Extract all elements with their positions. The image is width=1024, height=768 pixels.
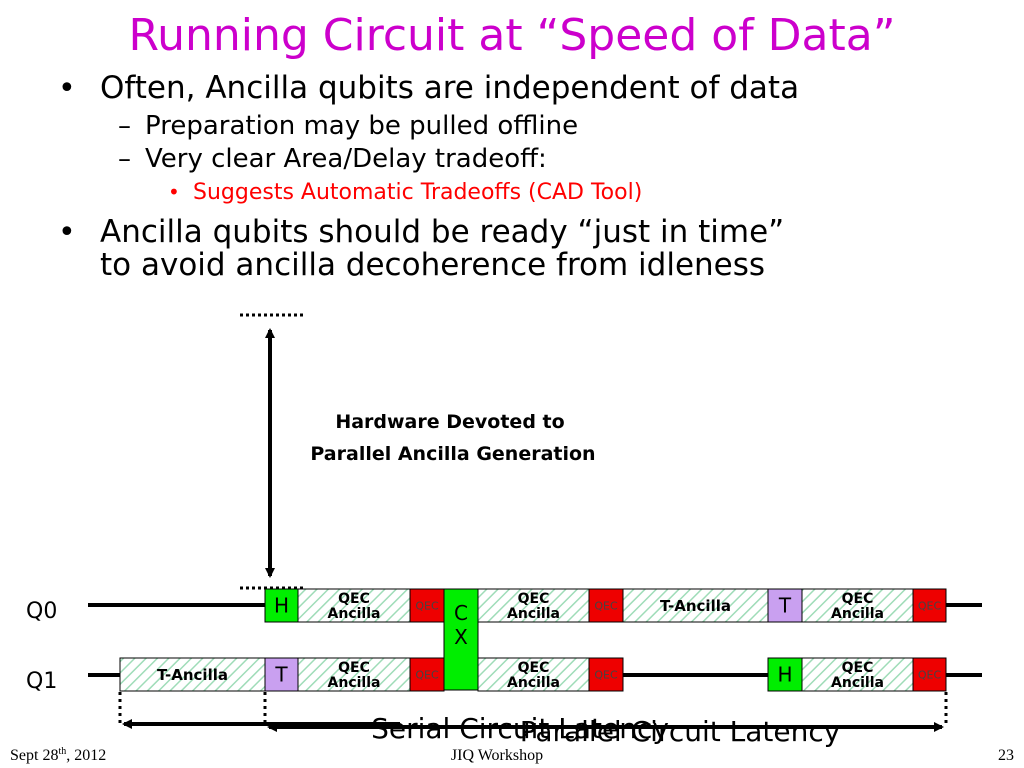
- gate-label: QEC Ancilla: [831, 660, 884, 691]
- gate-label: QEC: [918, 599, 942, 612]
- gate-label: QEC Ancilla: [507, 660, 560, 691]
- date-superscript: th: [58, 746, 66, 757]
- qubit-label: Q1: [26, 669, 57, 694]
- gate-label-line: QEC: [594, 668, 618, 681]
- gate-label: QEC: [415, 668, 439, 681]
- latency-label: Serial Circuit Latency: [371, 712, 669, 745]
- gate-label-line: Ancilla: [507, 606, 560, 622]
- gate-label: H: [777, 663, 792, 687]
- gate-box: [409, 588, 445, 623]
- gate-label-line: T-Ancilla: [660, 597, 731, 615]
- gate-label: H: [274, 594, 289, 618]
- gate-label-line: H: [777, 663, 792, 687]
- gate-label: QEC Ancilla: [328, 591, 381, 622]
- gate-label-line: QEC: [918, 599, 942, 612]
- gate-box: [588, 657, 624, 692]
- gate-label-line: T-Ancilla: [157, 666, 228, 684]
- sub-bullet: Very clear Area/Delay tradeoff:: [145, 144, 547, 174]
- gate-label-line: C: [454, 601, 468, 625]
- gate-label-line: Ancilla: [831, 675, 884, 691]
- gate-label-line: QEC: [338, 660, 370, 676]
- date-year: , 2012: [66, 747, 106, 764]
- gate-label-line: Ancilla: [831, 606, 884, 622]
- date: Sept 28: [10, 747, 58, 764]
- bullet-dot: •: [58, 71, 76, 106]
- diagram: Hardware Devoted to Parallel Ancilla Gen…: [26, 313, 982, 748]
- gate-label-line: QEC: [518, 591, 550, 607]
- gate-box: [912, 588, 947, 623]
- gate-box: [297, 588, 411, 623]
- bullet-dot: •: [58, 215, 76, 250]
- gate-label-line: H: [274, 594, 289, 618]
- gate-label-line: Ancilla: [507, 675, 560, 691]
- gate-label-line: QEC: [842, 660, 874, 676]
- bullet: Ancilla qubits should be ready “just in …: [100, 214, 784, 250]
- gate-box: [297, 657, 411, 692]
- gate-box: [622, 588, 769, 623]
- gate-label-line: Ancilla: [328, 675, 381, 691]
- gate-label-line: Ancilla: [328, 606, 381, 622]
- sub-bullet: Preparation may be pulled offline: [145, 111, 578, 141]
- gate-box: [588, 588, 624, 623]
- gate-box: [443, 588, 479, 691]
- gate-label: T-Ancilla: [157, 666, 228, 684]
- gate-label-line: X: [454, 625, 468, 649]
- gate-label-line: QEC: [415, 668, 439, 681]
- bullet: Often, Ancilla qubits are independent of…: [100, 70, 799, 106]
- gate-label: QEC: [594, 668, 618, 681]
- gate-label: T: [778, 594, 792, 618]
- gate-label-line: T: [778, 594, 792, 618]
- bullet-dot: •: [168, 180, 180, 204]
- gate-label: QEC: [918, 668, 942, 681]
- gate-box: [119, 657, 266, 692]
- annotation: Parallel Ancilla Generation: [310, 443, 595, 465]
- gate-box: [409, 657, 445, 692]
- gate-box: [801, 588, 914, 623]
- gate-label-line: QEC: [338, 591, 370, 607]
- footer-event: JIQ Workshop: [451, 747, 543, 764]
- sub-sub-bullet: Suggests Automatic Tradeoffs (CAD Tool): [193, 180, 642, 205]
- gate-label-line: QEC: [918, 668, 942, 681]
- gate-label: QEC: [594, 599, 618, 612]
- sub-dash: –: [118, 111, 131, 141]
- page-number: 23: [998, 747, 1014, 764]
- slide-title: Running Circuit at “Speed of Data”: [128, 10, 895, 61]
- gate-label-line: T: [274, 663, 288, 687]
- footer-date: Sept 28th, 2012: [10, 746, 106, 764]
- gate-label-line: QEC: [518, 660, 550, 676]
- qubit-label: Q0: [26, 599, 57, 624]
- gate-box: [264, 657, 299, 692]
- gate-label-line: QEC: [594, 599, 618, 612]
- gate-label: T: [274, 663, 288, 687]
- latency-label: Parallel Circuit Latency: [520, 715, 841, 748]
- bullet: to avoid ancilla decoherence from idlene…: [100, 247, 765, 283]
- gate-label-line: QEC: [415, 599, 439, 612]
- gate-box: [801, 657, 914, 692]
- gate-label: QEC Ancilla: [328, 660, 381, 691]
- gate-label-line: QEC: [842, 591, 874, 607]
- gate-box: [912, 657, 947, 692]
- gate-label: QEC: [415, 599, 439, 612]
- gate-label: T-Ancilla: [660, 597, 731, 615]
- gate-box: [767, 588, 803, 623]
- gate-box: [477, 657, 590, 692]
- gate-box: [767, 657, 803, 692]
- gate-label: QEC Ancilla: [507, 591, 560, 622]
- annotation: Hardware Devoted to: [335, 411, 564, 433]
- gate-label: QEC Ancilla: [831, 591, 884, 622]
- sub-dash: –: [118, 144, 131, 174]
